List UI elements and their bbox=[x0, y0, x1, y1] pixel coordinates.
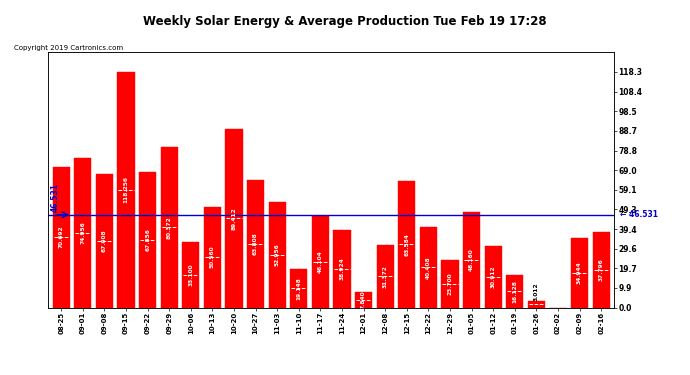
Bar bbox=[117, 72, 135, 308]
Bar bbox=[355, 292, 372, 308]
Bar bbox=[506, 275, 524, 308]
Text: 40.408: 40.408 bbox=[426, 256, 431, 279]
Bar bbox=[226, 129, 243, 308]
Bar bbox=[290, 269, 308, 308]
Bar bbox=[377, 245, 394, 308]
Bar bbox=[75, 158, 92, 308]
Bar bbox=[442, 260, 459, 308]
Bar bbox=[420, 227, 437, 308]
Text: 70.692: 70.692 bbox=[59, 226, 63, 248]
Bar bbox=[247, 180, 264, 308]
Text: 67.856: 67.856 bbox=[145, 228, 150, 251]
Text: 7.840: 7.840 bbox=[361, 290, 366, 309]
Text: 48.160: 48.160 bbox=[469, 248, 474, 271]
Text: 30.912: 30.912 bbox=[491, 266, 495, 288]
Text: 89.412: 89.412 bbox=[232, 207, 237, 230]
Text: Weekly Solar Energy & Average Production Tue Feb 19 17:28: Weekly Solar Energy & Average Production… bbox=[144, 15, 546, 28]
Bar bbox=[204, 207, 221, 308]
Text: 3.012: 3.012 bbox=[534, 282, 539, 300]
Text: 23.700: 23.700 bbox=[448, 273, 453, 295]
Bar bbox=[333, 230, 351, 308]
Text: 31.372: 31.372 bbox=[383, 265, 388, 288]
Text: 50.560: 50.560 bbox=[210, 246, 215, 268]
Text: 33.100: 33.100 bbox=[188, 263, 193, 286]
Bar bbox=[96, 174, 113, 308]
Text: 16.128: 16.128 bbox=[512, 280, 518, 303]
Text: Copyright 2019 Cartronics.com: Copyright 2019 Cartronics.com bbox=[14, 45, 123, 51]
Text: 34.944: 34.944 bbox=[577, 261, 582, 284]
Bar bbox=[182, 242, 199, 308]
Bar bbox=[528, 302, 545, 307]
Bar bbox=[463, 211, 480, 308]
Bar bbox=[312, 216, 329, 308]
Text: ← 46.531: ← 46.531 bbox=[620, 210, 658, 219]
Bar bbox=[161, 147, 178, 308]
Text: 80.372: 80.372 bbox=[167, 216, 172, 239]
Text: 63.584: 63.584 bbox=[404, 233, 409, 256]
Text: 19.148: 19.148 bbox=[296, 277, 302, 300]
Text: 52.956: 52.956 bbox=[275, 243, 279, 266]
Text: 118.256: 118.256 bbox=[124, 176, 128, 203]
Bar bbox=[52, 166, 70, 308]
Text: 46.104: 46.104 bbox=[318, 250, 323, 273]
Bar bbox=[398, 181, 415, 308]
Bar bbox=[593, 232, 610, 308]
Text: 63.808: 63.808 bbox=[253, 232, 258, 255]
Text: 37.796: 37.796 bbox=[599, 258, 604, 281]
Bar bbox=[268, 202, 286, 308]
Bar bbox=[139, 172, 156, 308]
Bar bbox=[571, 238, 588, 308]
Bar bbox=[484, 246, 502, 308]
Text: 46.531: 46.531 bbox=[50, 183, 59, 212]
Text: 38.924: 38.924 bbox=[339, 257, 344, 280]
Text: 74.956: 74.956 bbox=[80, 222, 86, 244]
Text: 67.008: 67.008 bbox=[102, 230, 107, 252]
